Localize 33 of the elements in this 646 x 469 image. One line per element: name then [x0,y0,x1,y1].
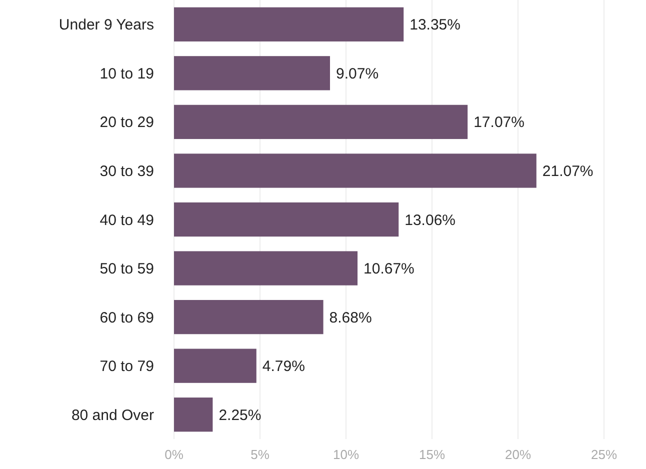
data-label: 13.35% [410,16,460,34]
x-tick-label: 25% [590,447,618,462]
x-tick-label: 5% [250,447,270,462]
y-tick-label: 40 to 49 [100,212,154,229]
data-label: 2.25% [218,406,262,424]
data-label: 17.07% [474,114,524,132]
bar [174,56,330,90]
y-tick-label: 30 to 39 [100,162,154,180]
x-tick-label: 10% [332,447,360,462]
y-tick-label: 10 to 19 [100,65,154,82]
x-tick-label: 20% [504,447,532,462]
x-tick-label: 0% [164,447,184,462]
x-tick-label: 15% [418,447,446,462]
bar [174,398,213,432]
bar [174,251,358,286]
y-tick-label: 60 to 69 [100,309,154,326]
bar [174,104,468,140]
data-label: 9.07% [336,65,379,82]
data-label: 13.06% [404,212,456,229]
y-tick-label: 70 to 79 [100,358,154,376]
bar [174,202,399,237]
bar [174,348,256,383]
bar [174,300,324,334]
bar [174,7,404,42]
y-tick-label: 20 to 29 [100,114,154,132]
bar [174,154,536,188]
data-label: 21.07% [542,162,594,180]
y-tick-label: 80 and Over [71,406,154,424]
y-tick-label: 50 to 59 [100,260,154,278]
data-label: 8.68% [329,309,372,326]
y-tick-label: Under 9 Years [58,16,154,34]
data-label: 4.79% [262,358,305,376]
data-label: 10.67% [364,260,414,278]
